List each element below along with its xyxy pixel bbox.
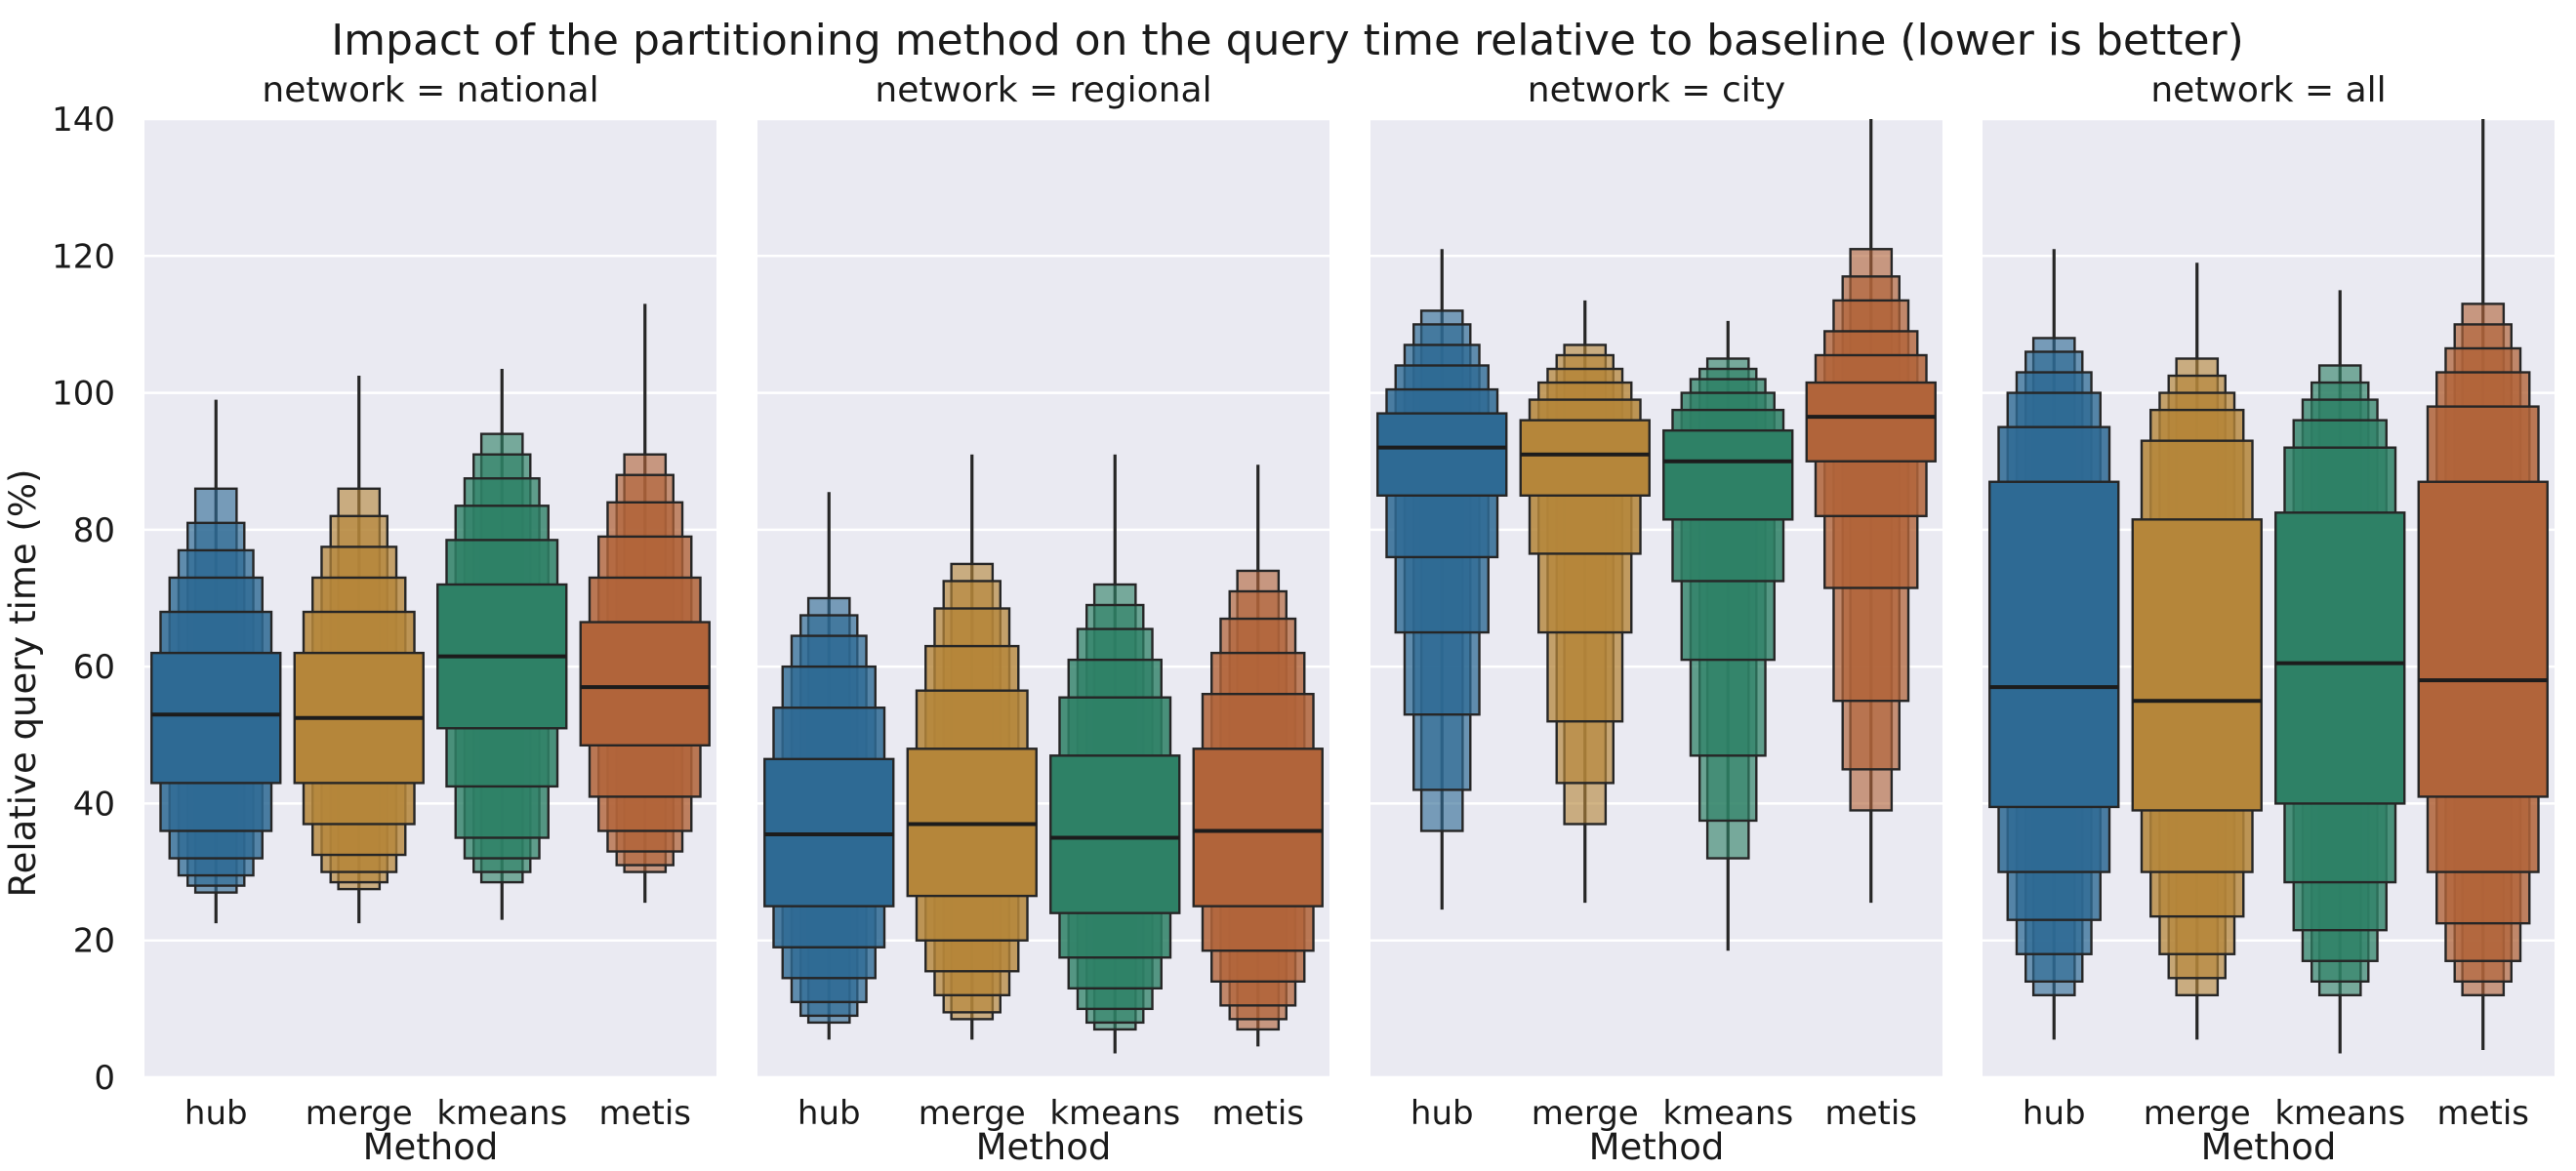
y-axis-label: Relative query time (%) [2, 469, 44, 898]
boxen-kmeans [436, 369, 568, 920]
boxen-hub [1988, 249, 2120, 1040]
facet-4: network = all Method hub merge kmeans metis [1983, 70, 2555, 1168]
x-tick-label: metis [598, 1094, 691, 1133]
x-axis-label: Method [2201, 1126, 2337, 1168]
y-axis-ticks: 0 20 40 60 80 100 120 140 [52, 101, 115, 1098]
y-tick-label: 0 [94, 1059, 115, 1098]
y-tick-label: 80 [73, 511, 115, 550]
chart-title: Impact of the partitioning method on the… [331, 16, 2244, 65]
x-axis-label: Method [1589, 1126, 1725, 1168]
box-level-1 [1376, 412, 1508, 497]
boxen-kmeans [1049, 454, 1181, 1054]
x-tick-label: merge [2144, 1094, 2251, 1133]
boxen-merge [2131, 262, 2263, 1040]
x-tick-label: kmeans [436, 1094, 567, 1133]
box-level-1 [1519, 419, 1651, 497]
box-level-1 [1662, 428, 1794, 521]
box-level-1 [2417, 480, 2549, 798]
facet-2: network = regional Method hub merge kmeans me… [757, 70, 1329, 1168]
boxen-kmeans [1662, 320, 1794, 951]
facet-title: network = regional [875, 70, 1211, 110]
box-level-1 [2131, 518, 2263, 812]
boxen-metis [579, 303, 711, 904]
x-tick-label: metis [2436, 1094, 2529, 1133]
box-level-1 [150, 651, 282, 785]
facet-title: network = all [2150, 70, 2386, 110]
box-level-1 [1988, 480, 2120, 809]
box-level-1 [579, 621, 711, 747]
x-tick-label: kmeans [1049, 1094, 1180, 1133]
boxen-metis [1805, 119, 1937, 904]
facet-3: network = city Method hub merge kmeans metis [1370, 70, 1942, 1168]
x-tick-label: metis [1211, 1094, 1304, 1133]
y-tick-label: 100 [52, 375, 115, 414]
facet-title: network = national [262, 70, 598, 110]
boxen-metis [2417, 119, 2549, 1050]
boxen-hub [150, 399, 282, 924]
x-axis-label: Method [363, 1126, 499, 1168]
boxen-hub [763, 492, 895, 1040]
y-tick-label: 40 [73, 785, 115, 824]
x-tick-label: hub [184, 1094, 248, 1133]
y-tick-label: 120 [52, 237, 115, 276]
boxen-hub [1376, 249, 1508, 910]
boxen-merge [1519, 300, 1651, 904]
facet-panels: network = national Method hub merge kmeans me… [52, 70, 2555, 1168]
boxen-merge [293, 376, 425, 924]
x-tick-label: metis [1824, 1094, 1917, 1133]
x-tick-label: kmeans [1662, 1094, 1793, 1133]
x-tick-label: kmeans [2274, 1094, 2405, 1133]
boxen-metis [1192, 464, 1324, 1047]
y-tick-label: 140 [52, 101, 115, 140]
y-tick-label: 20 [73, 922, 115, 961]
x-tick-label: merge [306, 1094, 413, 1133]
facet-title: network = city [1528, 70, 1785, 110]
x-tick-label: merge [1532, 1094, 1639, 1133]
x-tick-label: hub [797, 1094, 861, 1133]
y-tick-label: 60 [73, 648, 115, 687]
box-level-1 [2274, 511, 2406, 805]
box-level-1 [1049, 754, 1181, 914]
box-level-1 [1805, 381, 1937, 463]
x-tick-label: hub [2023, 1094, 2086, 1133]
facet-1: network = national Method hub merge kmeans me… [144, 70, 716, 1168]
box-level-1 [1192, 747, 1324, 908]
x-tick-label: merge [919, 1094, 1026, 1133]
boxen-merge [906, 454, 1038, 1040]
x-axis-label: Method [976, 1126, 1112, 1168]
x-tick-label: hub [1411, 1094, 1474, 1133]
boxen-kmeans [2274, 290, 2406, 1054]
